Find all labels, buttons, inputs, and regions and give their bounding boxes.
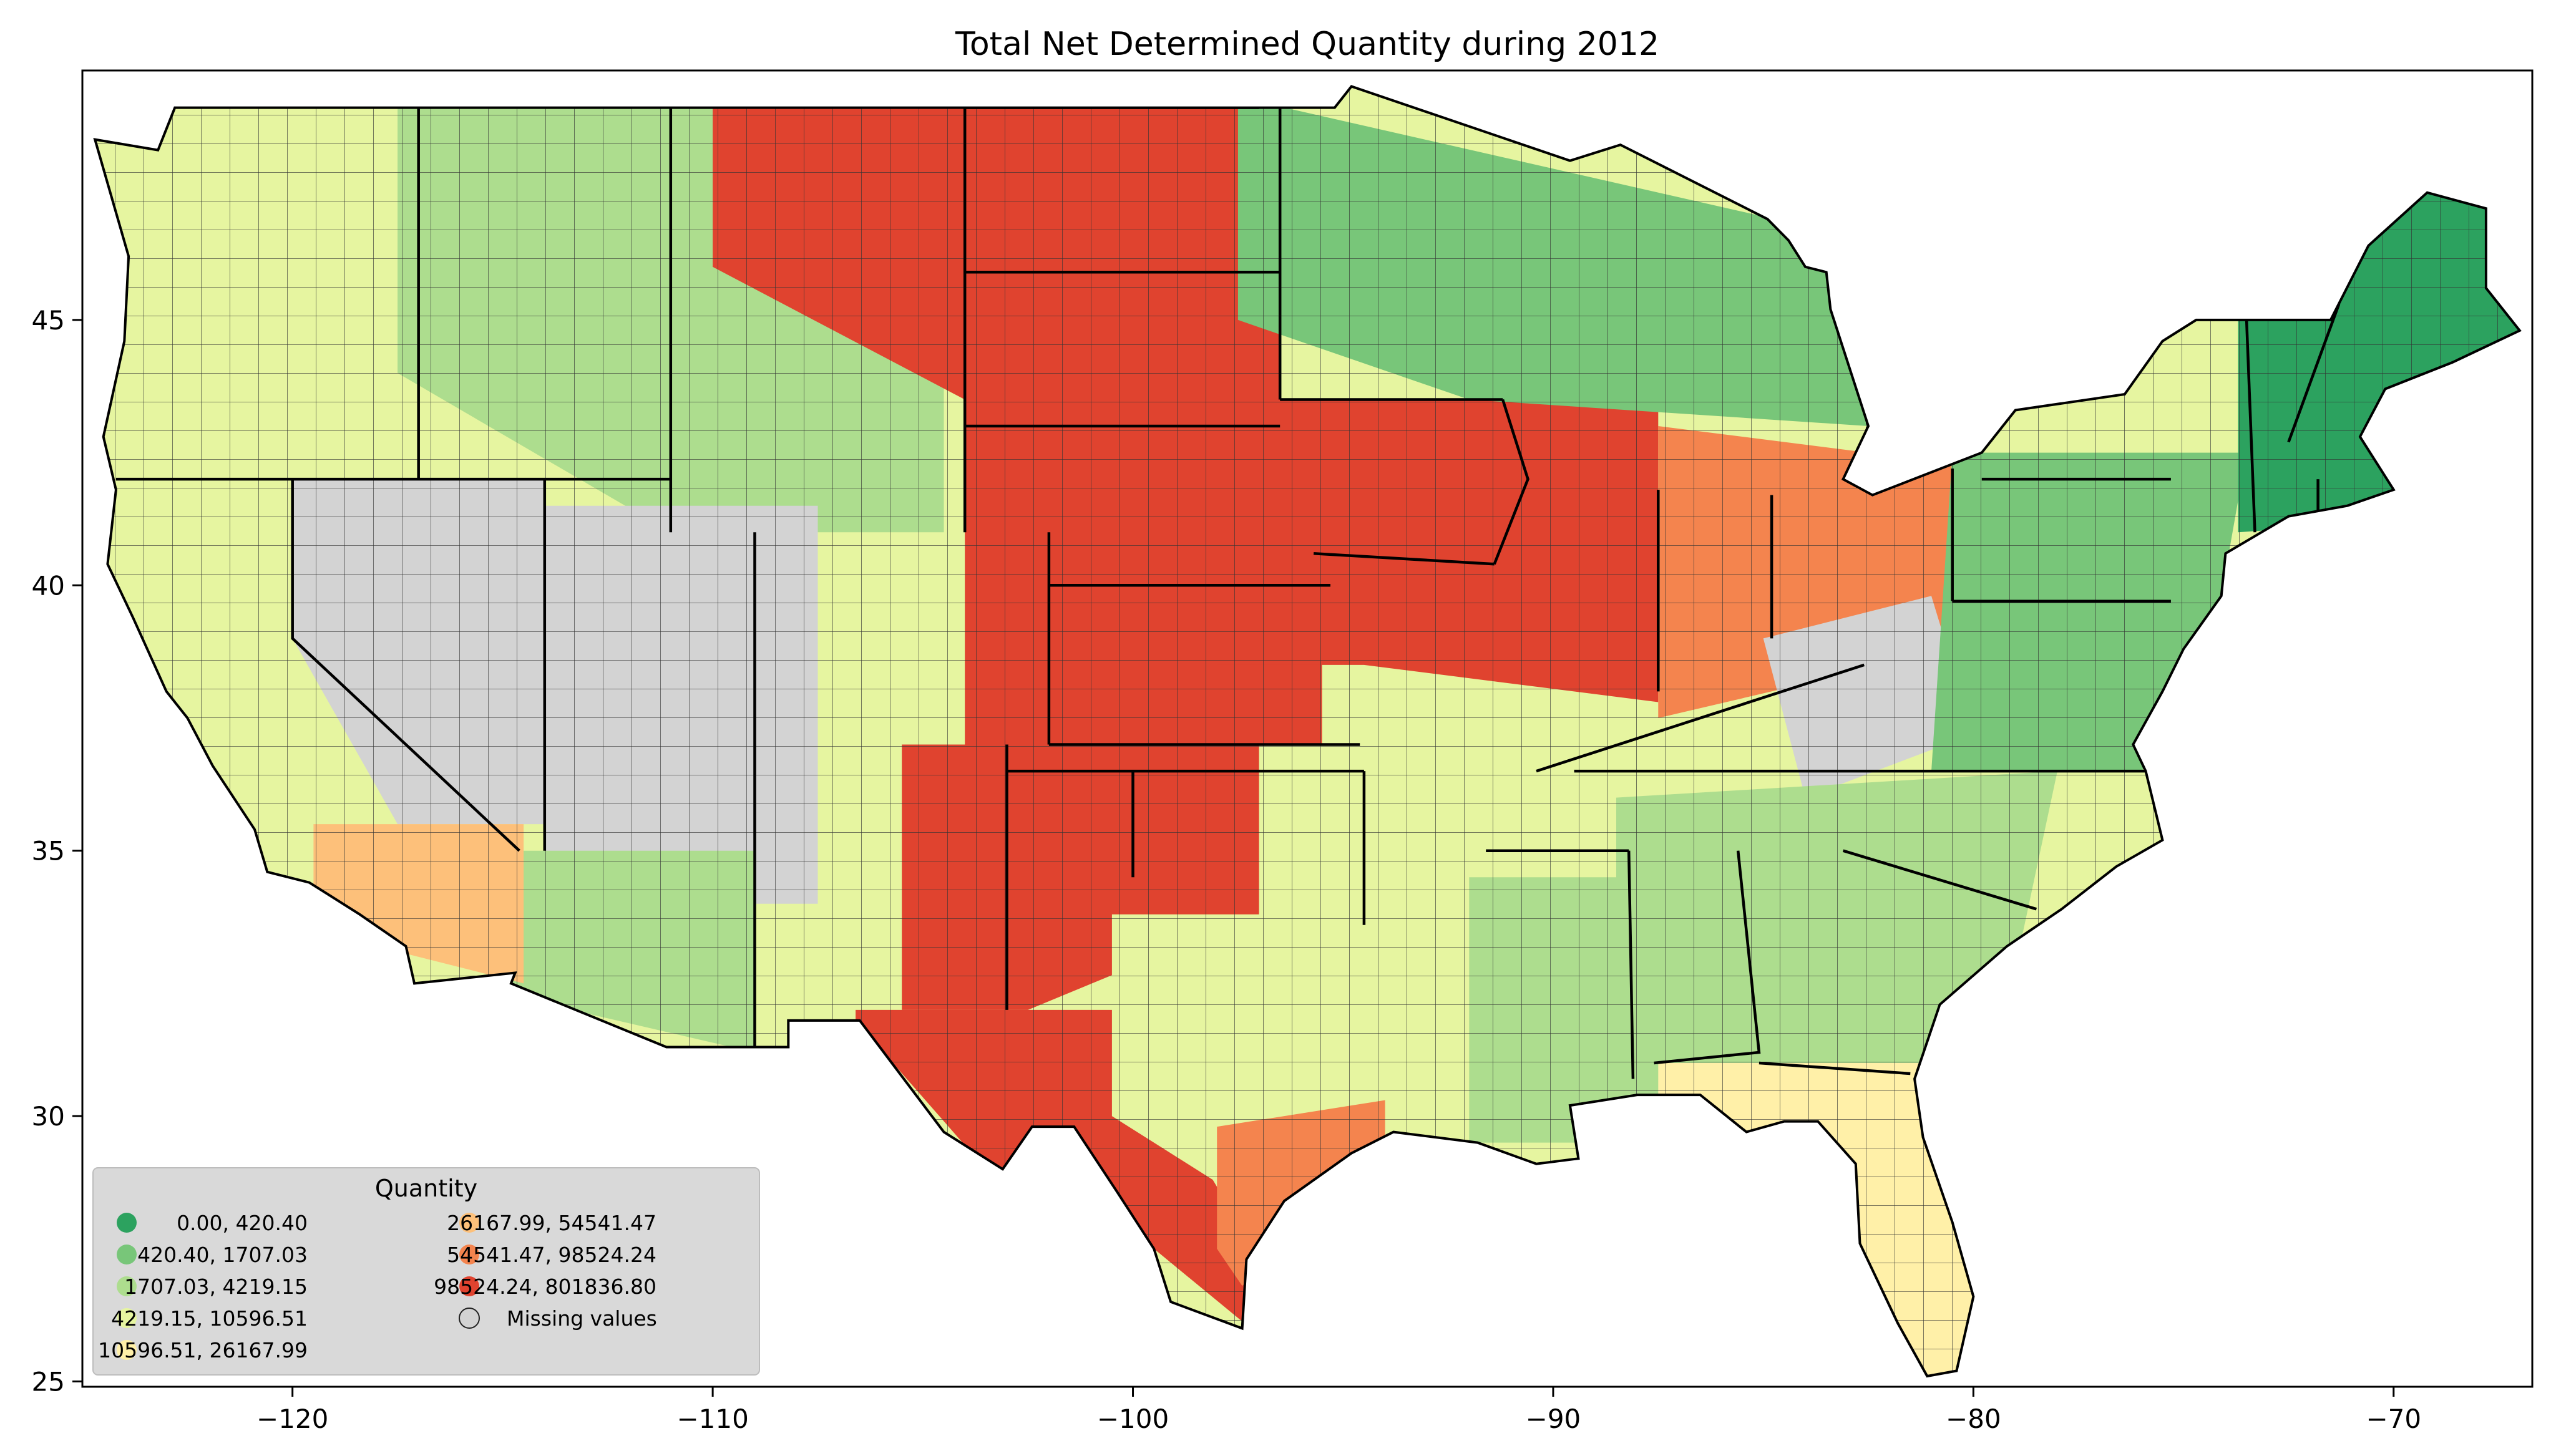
legend-marker — [459, 1245, 479, 1264]
legend-label: 420.40, 1707.03 — [137, 1243, 308, 1267]
x-tick-label: −100 — [1097, 1404, 1169, 1434]
state-boundary-line — [1842, 849, 2037, 911]
legend-label: 54541.47, 98524.24 — [447, 1243, 656, 1267]
state-boundary-line — [1654, 850, 1761, 1065]
legend-label: 4219.15, 10596.51 — [111, 1306, 308, 1331]
legend-title: Quantity — [375, 1175, 477, 1202]
x-tick-label: −80 — [1946, 1404, 2001, 1434]
legend-label: 1707.03, 4219.15 — [124, 1274, 308, 1299]
state-boundary-line — [2245, 319, 2256, 533]
x-axis: −120 −110 −100 −90 −80 −70 — [256, 1387, 2421, 1434]
y-tick-label: 35 — [32, 836, 65, 866]
state-boundary-line — [2287, 303, 2341, 443]
legend-marker — [459, 1276, 479, 1296]
y-tick-label: 40 — [32, 570, 65, 601]
y-axis: 25 30 35 40 45 — [32, 305, 82, 1397]
legend-label: 0.00, 420.40 — [177, 1211, 308, 1235]
legend-box — [92, 1167, 760, 1376]
state-boundary-line — [1536, 663, 1865, 773]
legend-marker — [117, 1276, 137, 1296]
y-tick-label: 25 — [32, 1366, 65, 1397]
state-boundary-line — [1313, 551, 1495, 566]
legend-marker — [117, 1213, 137, 1233]
us-outline — [93, 85, 2522, 1378]
legend: Quantity 0.00, 420.40 420.40, 1707.03 1707… — [92, 1167, 760, 1376]
legend-marker — [117, 1245, 137, 1264]
y-tick-label: 45 — [32, 305, 65, 336]
x-tick-label: −70 — [2366, 1404, 2421, 1434]
y-tick-label: 30 — [32, 1101, 65, 1132]
state-boundary-line — [1493, 399, 1529, 565]
x-tick-label: −120 — [256, 1404, 328, 1434]
legend-marker — [459, 1213, 479, 1233]
legend-label: 10596.51, 26167.99 — [98, 1338, 308, 1362]
state-boundaries — [115, 106, 2341, 1079]
plot-area — [81, 69, 2534, 1388]
legend-label: 98524.24, 801836.80 — [434, 1274, 656, 1299]
legend-missing-marker — [459, 1308, 480, 1329]
legend-label: 26167.99, 54541.47 — [447, 1211, 656, 1235]
x-tick-label: −110 — [676, 1404, 748, 1434]
map-title: Total Net Determined Quantity during 201… — [955, 26, 1659, 63]
legend-marker — [117, 1340, 137, 1360]
legend-marker — [117, 1308, 137, 1328]
x-tick-label: −90 — [1526, 1404, 1581, 1434]
legend-label: Missing values — [507, 1306, 657, 1331]
state-boundary-line — [1758, 1061, 1911, 1075]
state-boundary-line — [291, 479, 520, 852]
state-boundary-line — [1627, 850, 1635, 1079]
